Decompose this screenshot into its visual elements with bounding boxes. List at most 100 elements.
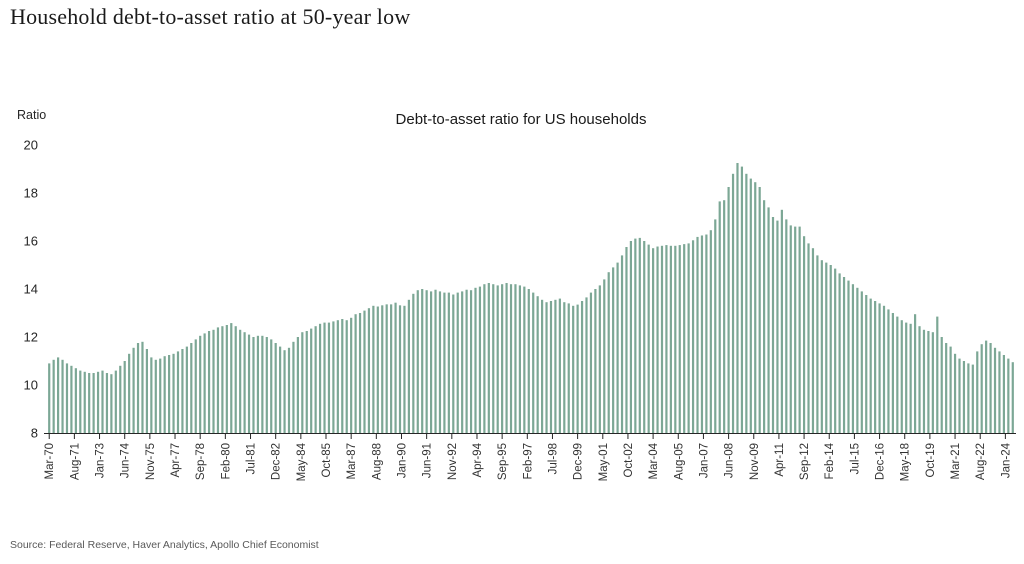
bar [541, 299, 544, 433]
bar [931, 332, 934, 433]
y-tick-label: 18 [24, 186, 38, 201]
x-tick-label: Apr-94 [472, 442, 484, 477]
bar [700, 235, 704, 433]
x-tick-label: Mar-87 [346, 443, 358, 479]
bar [92, 373, 95, 433]
x-tick-label: Sep-95 [497, 443, 509, 480]
bar [341, 319, 344, 433]
bar [678, 245, 681, 433]
bar [643, 241, 646, 433]
bar [745, 173, 748, 434]
bar [674, 245, 677, 433]
bar [958, 358, 961, 433]
bar [265, 337, 268, 433]
bar [603, 279, 606, 433]
bar [634, 238, 637, 433]
bar [438, 291, 442, 433]
bar [869, 298, 872, 433]
bar [421, 289, 424, 433]
bar [629, 241, 633, 433]
bar [860, 291, 863, 433]
bar [771, 217, 775, 433]
bar [256, 335, 260, 433]
page-title: Household debt-to-asset ratio at 50-year… [10, 4, 411, 29]
bar [607, 272, 610, 433]
bar [985, 340, 988, 433]
bar [865, 295, 868, 433]
bar [252, 337, 255, 433]
x-tick-label: Jul-98 [547, 443, 559, 474]
bar [887, 309, 890, 433]
bar [474, 287, 477, 433]
bar [216, 327, 220, 433]
bar [918, 326, 921, 433]
bar [296, 337, 299, 433]
bar [754, 182, 757, 433]
bar [203, 333, 206, 433]
x-tick-label: Apr-77 [170, 443, 182, 478]
bar [65, 363, 69, 433]
bar [949, 346, 952, 433]
x-tick-label: Dec-16 [875, 443, 887, 480]
x-tick-label: May-84 [296, 442, 308, 481]
bar [758, 187, 761, 433]
bar [390, 304, 393, 433]
bar [367, 308, 371, 433]
bar [709, 230, 712, 433]
x-tick-label: Jun-91 [422, 443, 434, 478]
bar [953, 353, 957, 433]
x-tick-label: Sep-78 [195, 443, 207, 480]
bar [230, 323, 233, 433]
bar [838, 273, 841, 433]
x-tick-label: Oct-02 [623, 443, 635, 478]
bar [798, 226, 801, 433]
bar [429, 291, 433, 433]
bar [851, 284, 855, 433]
bar [834, 268, 837, 433]
bar [492, 284, 495, 433]
bar [199, 335, 202, 433]
bar [114, 370, 117, 433]
bar [665, 245, 668, 433]
bar [998, 351, 1001, 433]
bar [74, 368, 77, 433]
bar [549, 301, 553, 433]
y-tick-label: 12 [24, 330, 38, 345]
bar [536, 296, 539, 433]
bar [718, 201, 721, 433]
bar [110, 374, 113, 433]
bar [731, 173, 735, 434]
bar [936, 316, 939, 433]
x-tick-label: Jan-07 [698, 443, 710, 478]
bar [505, 283, 508, 433]
x-tick-label: Jan-73 [95, 443, 107, 478]
x-tick-label: Nov-09 [749, 443, 761, 480]
bar [57, 357, 60, 433]
bar [554, 299, 557, 433]
bar [874, 301, 877, 433]
bar [913, 314, 917, 433]
bar [376, 306, 379, 433]
bar [669, 245, 672, 433]
y-tick-label: 14 [24, 282, 38, 297]
bar [350, 317, 353, 433]
bar [412, 293, 415, 433]
bar [176, 351, 180, 433]
bar [283, 350, 286, 433]
bar [523, 286, 526, 433]
bar [940, 337, 943, 433]
x-tick-label: Aug-22 [975, 443, 987, 480]
x-tick-label: Nov-92 [447, 443, 459, 480]
bar [776, 220, 779, 433]
bar [247, 334, 251, 433]
bar [318, 323, 322, 433]
bar [785, 219, 788, 433]
bar [567, 303, 570, 433]
bar [483, 284, 486, 433]
x-tick-label: Feb-14 [824, 442, 836, 479]
bar [478, 286, 482, 433]
bar [558, 298, 561, 433]
x-tick-label: Aug-88 [371, 443, 383, 480]
y-tick-label: 20 [24, 138, 38, 153]
